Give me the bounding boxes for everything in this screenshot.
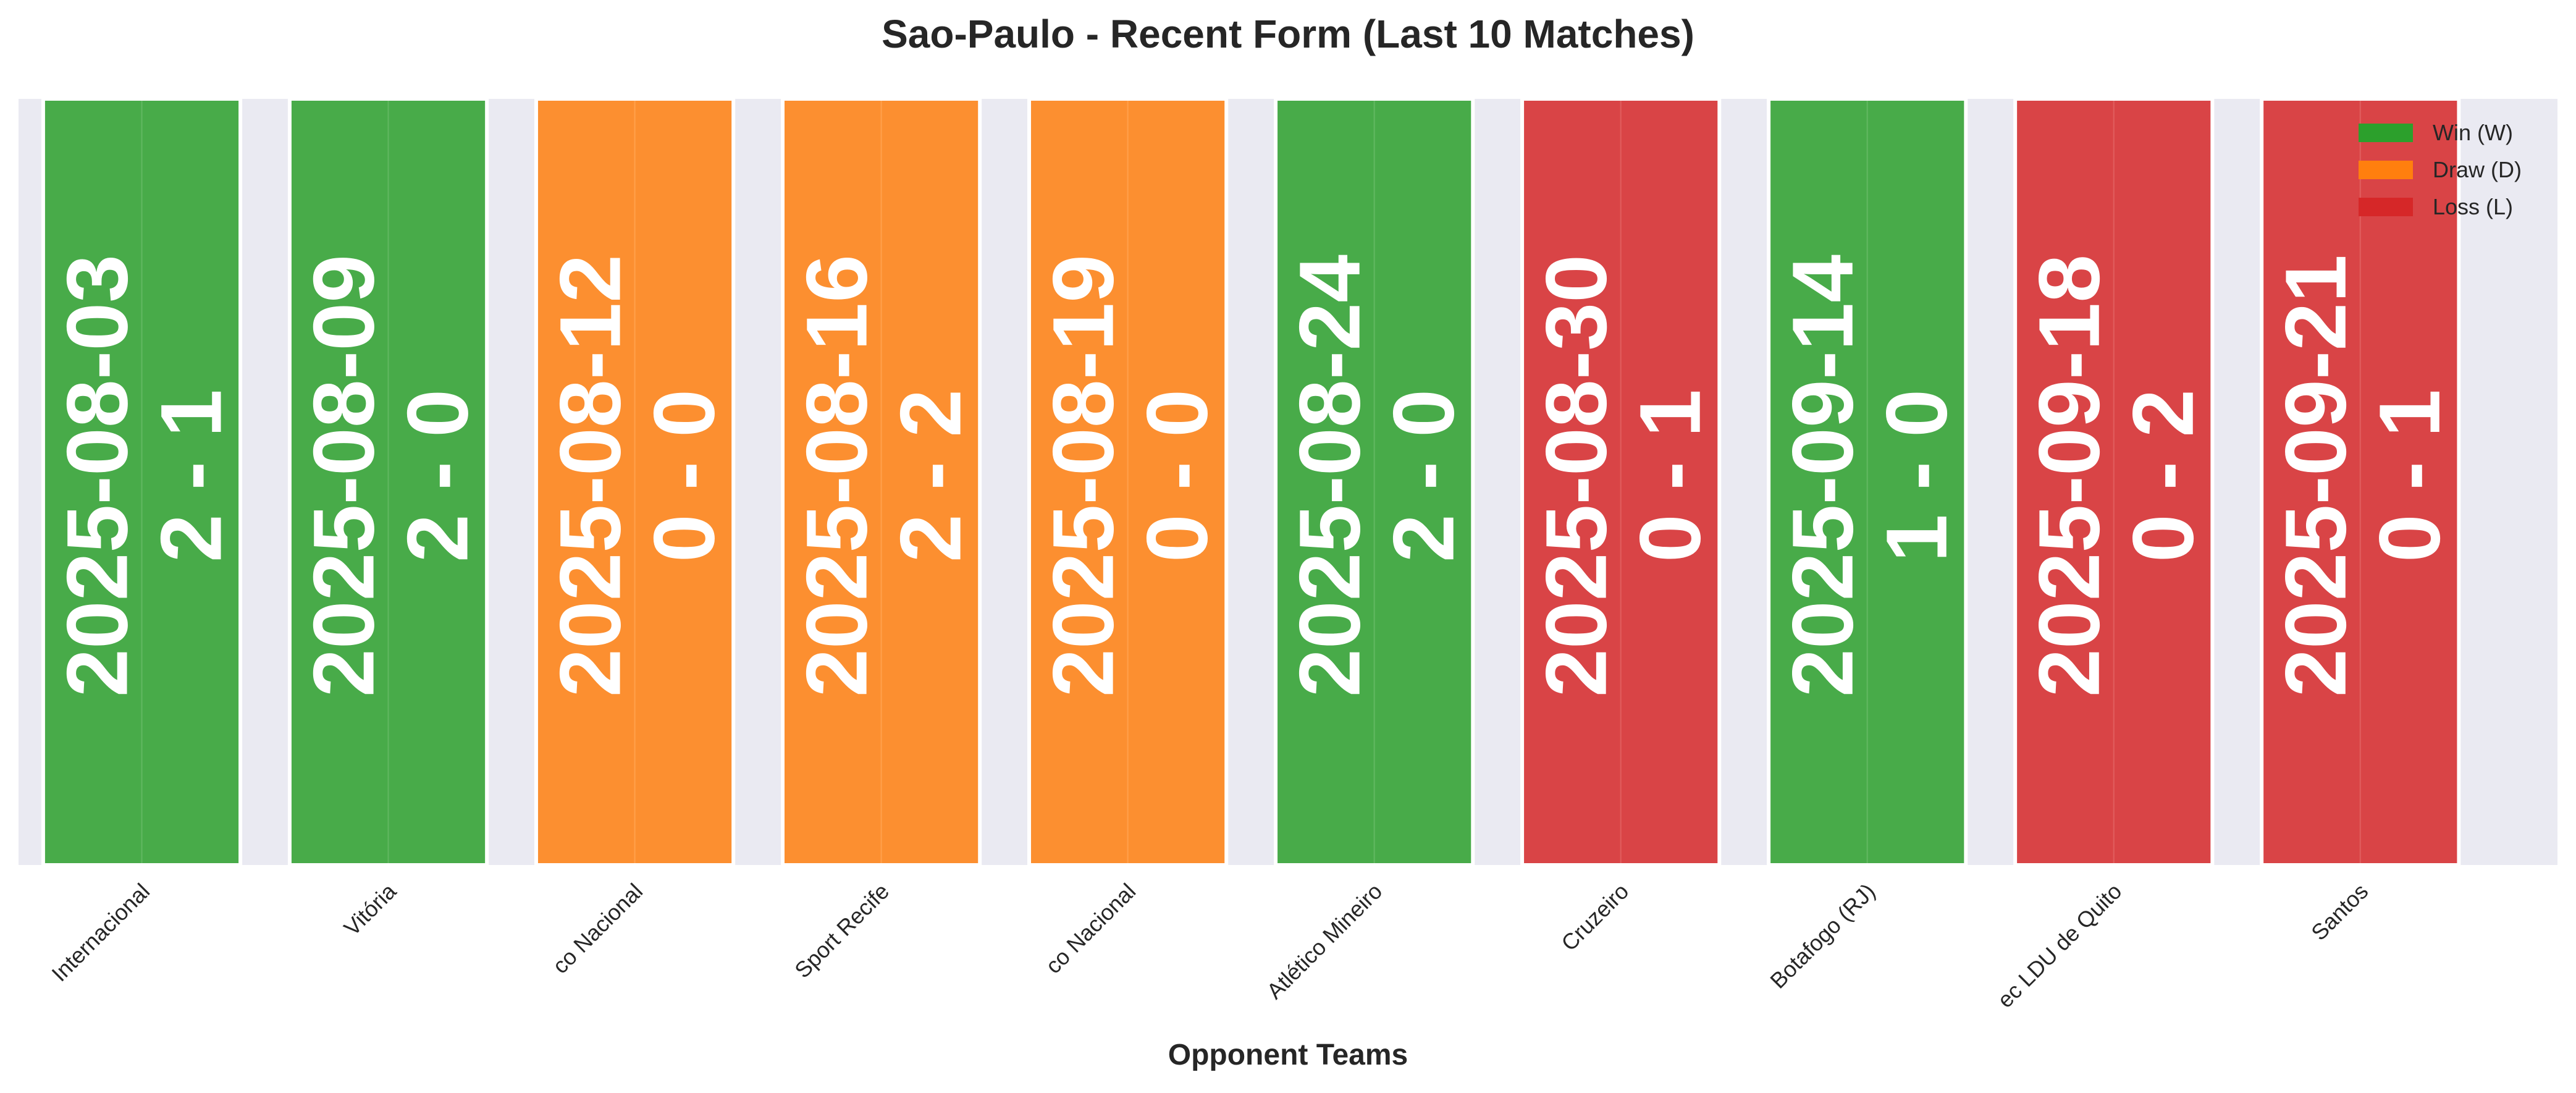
bar bbox=[534, 97, 736, 867]
x-tick-label: Botafogo (RJ) bbox=[1765, 879, 1880, 994]
bar-score-label: 0 - 0 bbox=[636, 389, 733, 562]
bar-score-label: 2 - 1 bbox=[143, 389, 240, 562]
bar-label: 2025-08-300 - 1 bbox=[1528, 255, 1719, 697]
bar-score-label: 2 - 0 bbox=[389, 389, 486, 562]
bar-label: 2025-09-141 - 0 bbox=[1774, 255, 1965, 697]
bar-date-label: 2025-08-12 bbox=[542, 255, 639, 697]
x-tick-label: Cruzeiro bbox=[1556, 879, 1633, 956]
bar-score-label: 0 - 1 bbox=[2361, 389, 2458, 562]
bar-label: 2025-08-032 - 1 bbox=[49, 255, 240, 697]
bar bbox=[1027, 97, 1229, 867]
bar bbox=[1520, 97, 1722, 867]
bar-score-label: 1 - 0 bbox=[1868, 389, 1965, 562]
bar-label: 2025-09-180 - 2 bbox=[2021, 255, 2212, 697]
bar bbox=[287, 97, 489, 867]
legend-swatch bbox=[2359, 124, 2413, 142]
bar-score-label: 2 - 0 bbox=[1375, 389, 1472, 562]
bar-label: 2025-08-242 - 0 bbox=[1281, 255, 1472, 697]
bar bbox=[2013, 97, 2215, 867]
x-axis-label: Opponent Teams bbox=[1168, 1039, 1408, 1071]
bar-score-label: 0 - 2 bbox=[2115, 389, 2212, 562]
x-tick-label: Vitória bbox=[339, 878, 402, 940]
bar-date-label: 2025-09-18 bbox=[2021, 255, 2118, 697]
x-tick-label: ec LDU de Quito bbox=[1992, 879, 2126, 1013]
legend-swatch bbox=[2359, 161, 2413, 179]
x-tick-label: Atlético Mineiro bbox=[1261, 879, 1387, 1004]
bar-label: 2025-08-120 - 0 bbox=[542, 255, 733, 697]
bar-score-label: 2 - 2 bbox=[882, 389, 979, 562]
legend-label: Draw (D) bbox=[2433, 157, 2522, 182]
bar-score-label: 0 - 0 bbox=[1129, 389, 1226, 562]
bar-label: 2025-09-210 - 1 bbox=[2267, 255, 2458, 697]
bar-date-label: 2025-08-24 bbox=[1281, 255, 1378, 697]
bar bbox=[1274, 97, 1475, 867]
x-tick-label: Sport Recife bbox=[789, 879, 894, 983]
bar-date-label: 2025-09-21 bbox=[2267, 255, 2364, 697]
bar-score-label: 0 - 1 bbox=[1622, 389, 1719, 562]
x-tick-label: Internacional bbox=[46, 879, 154, 987]
legend: Win (W) Draw (D) Loss (L) bbox=[2359, 120, 2522, 219]
x-tick-label: co Nacional bbox=[547, 879, 647, 979]
bar bbox=[1767, 97, 1968, 867]
bar-date-label: 2025-09-14 bbox=[1774, 255, 1871, 697]
bar-date-label: 2025-08-19 bbox=[1035, 255, 1132, 697]
bar bbox=[41, 97, 243, 867]
bar-label: 2025-08-190 - 0 bbox=[1035, 255, 1226, 697]
x-tick-label: co Nacional bbox=[1040, 879, 1140, 979]
bar-date-label: 2025-08-03 bbox=[49, 255, 146, 697]
legend-swatch bbox=[2359, 198, 2413, 216]
bar-date-label: 2025-08-09 bbox=[295, 255, 392, 697]
bar-label: 2025-08-162 - 2 bbox=[788, 255, 979, 697]
bar bbox=[780, 97, 982, 867]
bar bbox=[2260, 97, 2461, 867]
bar-date-label: 2025-08-30 bbox=[1528, 255, 1625, 697]
bar-label: 2025-08-092 - 0 bbox=[295, 255, 486, 697]
x-tick-label: Santos bbox=[2306, 879, 2373, 945]
legend-label: Win (W) bbox=[2433, 120, 2513, 145]
legend-label: Loss (L) bbox=[2433, 194, 2513, 219]
chart-title: Sao-Paulo - Recent Form (Last 10 Matches… bbox=[882, 12, 1694, 56]
bar-date-label: 2025-08-16 bbox=[788, 255, 885, 697]
